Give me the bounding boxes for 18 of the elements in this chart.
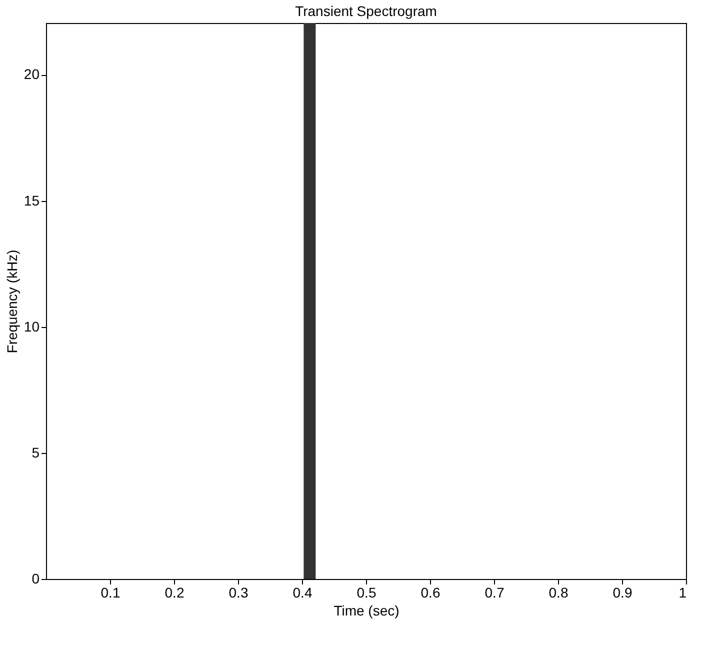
chart-title: Transient Spectrogram: [295, 3, 437, 19]
y-tick-label: 15: [24, 192, 40, 208]
y-tick-label: 5: [32, 444, 40, 460]
x-tick-label: 0.4: [292, 584, 312, 600]
x-tick-label: 0.7: [484, 584, 504, 600]
y-axis-title: Frequency (kHz): [4, 250, 20, 354]
x-tick-label: 0.8: [548, 584, 568, 600]
x-tick-label: 0.1: [100, 584, 120, 600]
x-axis-title: Time (sec): [334, 602, 400, 618]
x-tick-label: 0.5: [356, 584, 376, 600]
x-tick-label: 0.6: [420, 584, 440, 600]
y-tick-label: 10: [24, 318, 40, 334]
x-tick-label: 0.9: [612, 584, 632, 600]
x-tick-label: 0.3: [228, 584, 248, 600]
y-tick-label: 20: [24, 66, 40, 82]
x-tick-label: 1: [678, 584, 687, 600]
y-tick-label: 0: [32, 570, 40, 586]
x-tick-label: 0.2: [164, 584, 184, 600]
